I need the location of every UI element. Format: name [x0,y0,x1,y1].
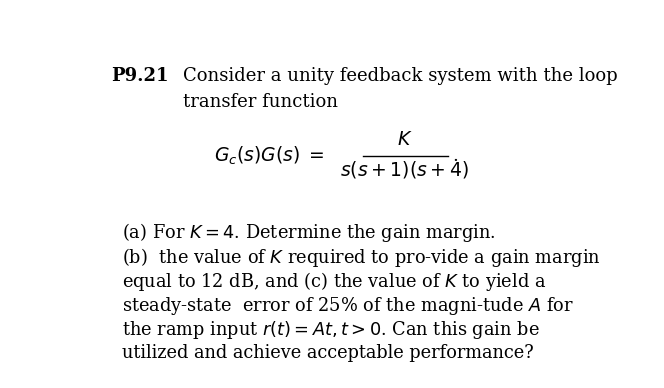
Text: $K$: $K$ [397,131,412,149]
Text: the ramp input $r(t) = At, t > 0$. Can this gain be: the ramp input $r(t) = At, t > 0$. Can t… [122,319,539,341]
Text: utilized and achieve acceptable performance?: utilized and achieve acceptable performa… [122,344,533,362]
Text: transfer function: transfer function [183,93,339,111]
Text: $s(s + 1)(s + 4)$: $s(s + 1)(s + 4)$ [340,159,469,180]
Text: .: . [452,147,458,165]
Text: (a) For $K = 4$. Determine the gain margin.: (a) For $K = 4$. Determine the gain marg… [122,221,495,244]
Text: Consider a unity feedback system with the loop: Consider a unity feedback system with th… [183,68,618,85]
Text: P9.21: P9.21 [112,68,169,85]
Text: equal to 12 dB, and (c) the value of $K$ to yield a: equal to 12 dB, and (c) the value of $K$… [122,270,546,293]
Text: (b)  the value of $K$ required to pro-vide a gain margin: (b) the value of $K$ required to pro-vid… [122,246,600,269]
Text: $G_c(s)G(s)\; =\;$: $G_c(s)G(s)\; =\;$ [214,144,324,167]
Text: steady-state  error of 25% of the magni-tude $A$ for: steady-state error of 25% of the magni-t… [122,295,574,317]
